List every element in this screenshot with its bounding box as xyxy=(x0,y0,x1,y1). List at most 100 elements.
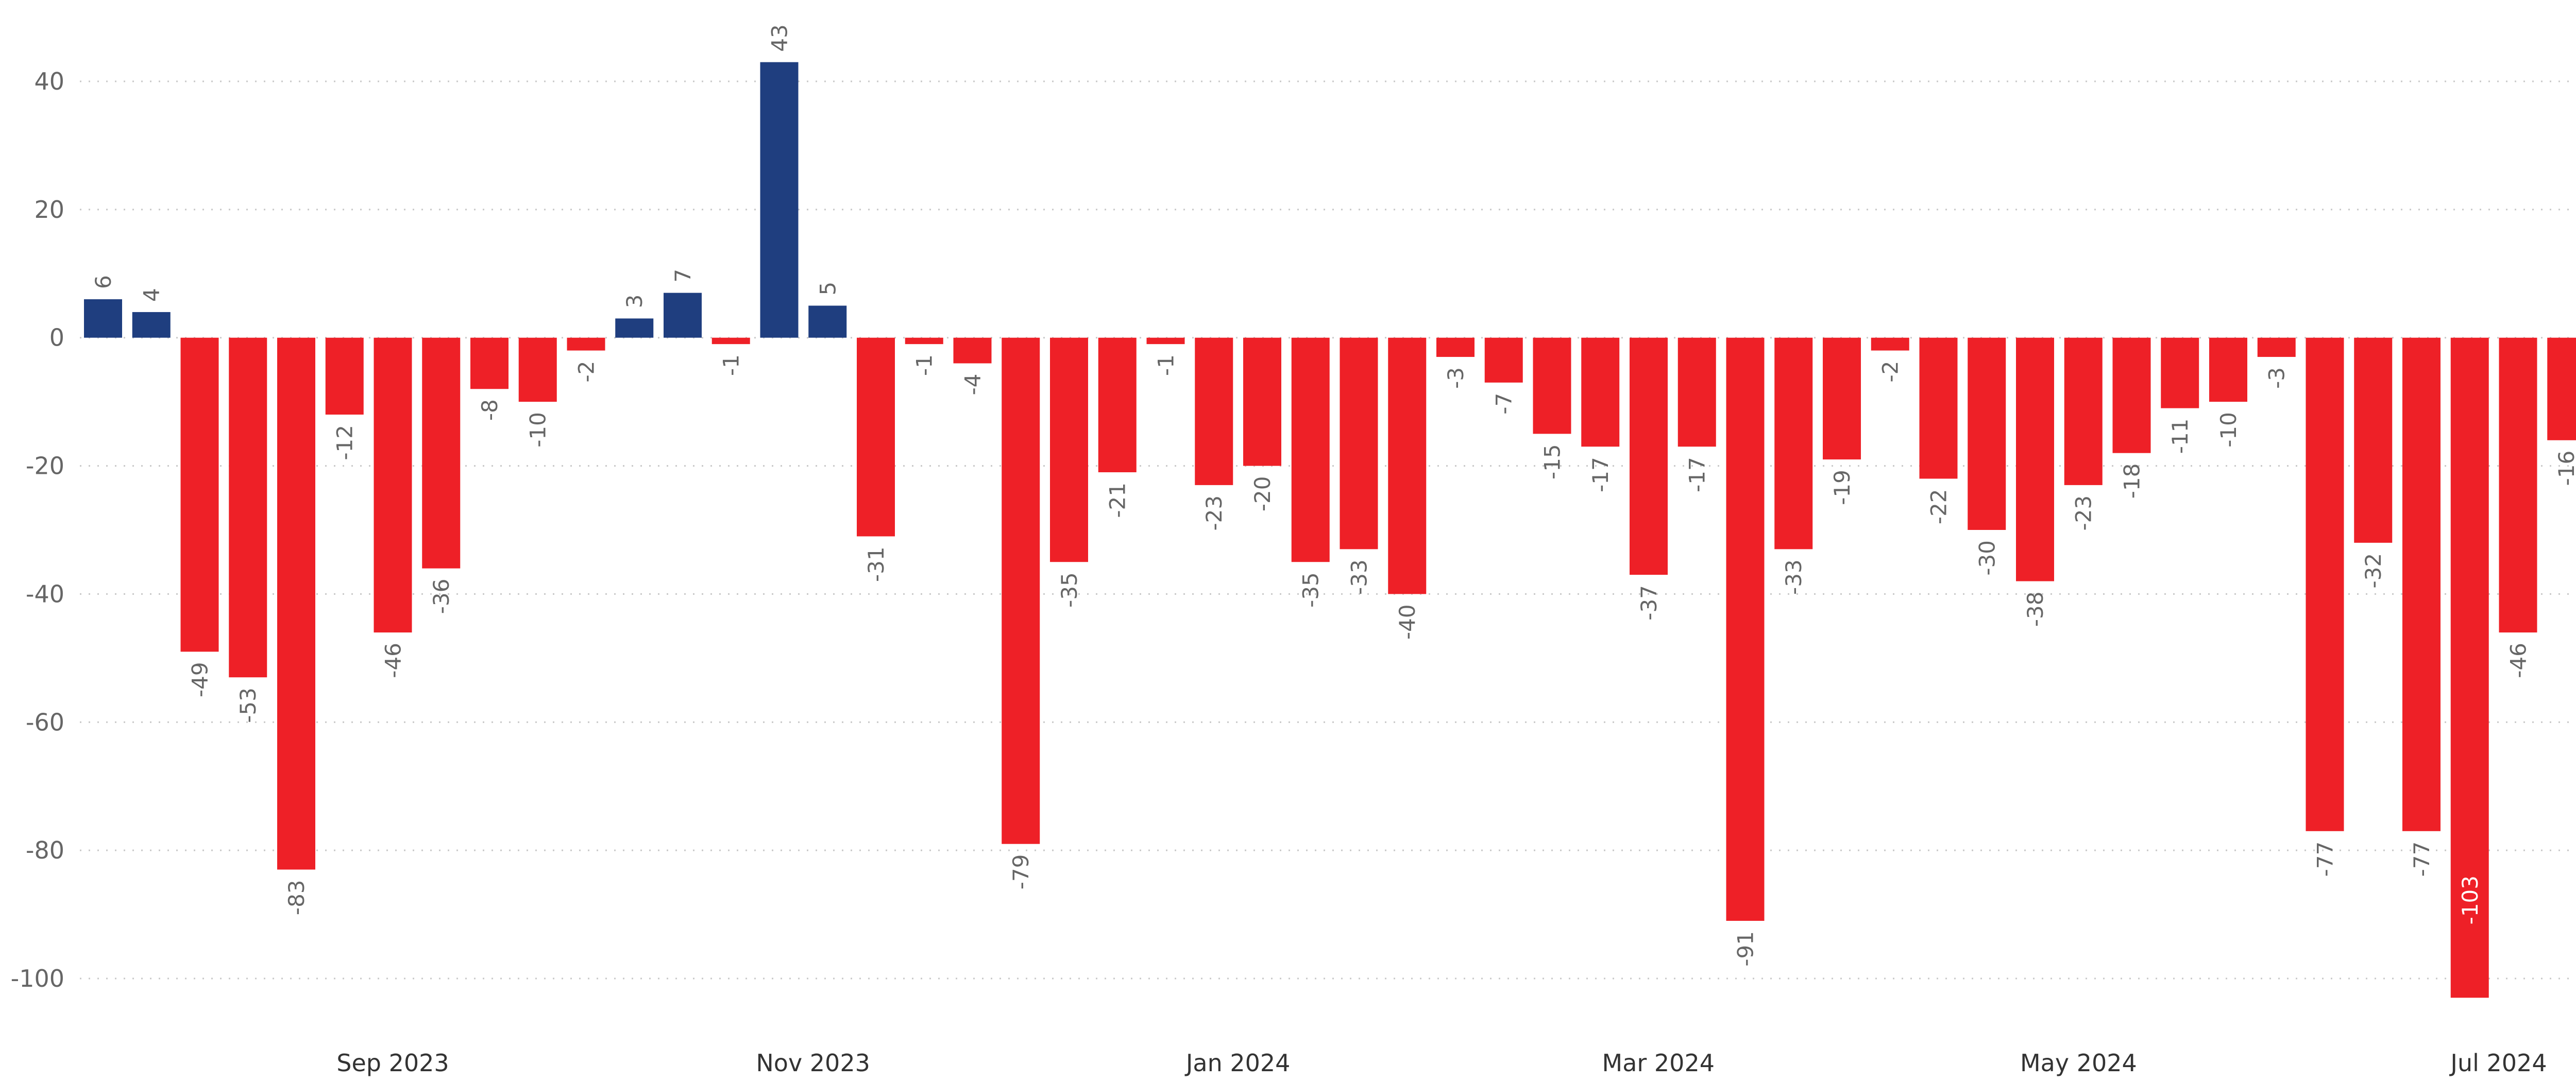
data-label: -77 xyxy=(2313,842,2338,877)
bar xyxy=(229,337,267,678)
bar xyxy=(1098,337,1137,473)
bar xyxy=(132,312,171,338)
data-label: -15 xyxy=(1540,444,1565,479)
data-label: -40 xyxy=(1395,604,1420,640)
data-label: -79 xyxy=(1008,854,1033,890)
data-label: -21 xyxy=(1105,483,1130,518)
data-label: -30 xyxy=(1974,540,1999,576)
data-label: -17 xyxy=(1588,457,1613,492)
data-label: -38 xyxy=(2023,592,2048,627)
bar xyxy=(2306,337,2344,831)
bar xyxy=(1002,337,1040,844)
bar xyxy=(2209,337,2247,402)
bar xyxy=(470,337,509,389)
bar xyxy=(1436,337,1475,357)
data-label: -53 xyxy=(235,688,261,723)
bar xyxy=(374,337,412,633)
bar xyxy=(808,305,847,338)
bar xyxy=(905,337,943,345)
data-label: -12 xyxy=(332,425,358,460)
bar xyxy=(2450,337,2489,998)
x-tick-label: Jul 2024 xyxy=(2449,1049,2547,1077)
data-label: -22 xyxy=(1926,489,1952,524)
data-label: -35 xyxy=(1298,572,1324,608)
bar xyxy=(2064,337,2103,485)
y-tick-label: -80 xyxy=(26,836,64,864)
data-label: -1 xyxy=(1154,354,1179,376)
data-label: -77 xyxy=(2409,842,2434,877)
bar xyxy=(2547,337,2576,440)
bar xyxy=(1146,337,1185,345)
bar xyxy=(857,337,895,537)
data-label: -1 xyxy=(912,354,937,376)
y-tick-label: 0 xyxy=(49,324,64,352)
data-label: 43 xyxy=(767,24,792,52)
data-label: -18 xyxy=(2120,464,2145,499)
bar xyxy=(2354,337,2393,543)
data-label: -1 xyxy=(719,354,744,376)
bar xyxy=(664,293,702,338)
data-label: -103 xyxy=(2458,876,2483,924)
data-label: -35 xyxy=(1057,572,1082,608)
bar xyxy=(1919,337,1958,479)
bar xyxy=(1291,337,1330,562)
bar xyxy=(1050,337,1088,562)
bar xyxy=(2112,337,2151,453)
data-label: 7 xyxy=(670,269,696,283)
bar xyxy=(325,337,364,415)
bar xyxy=(711,337,750,345)
bar xyxy=(1823,337,1861,460)
data-label: -19 xyxy=(1829,470,1855,505)
data-label: -36 xyxy=(429,579,454,614)
data-label: -3 xyxy=(1443,367,1468,389)
data-labels: 64-49-53-83-12-46-36-8-10-237-1435-31-1-… xyxy=(91,24,2576,966)
y-tick-label: 20 xyxy=(34,196,64,224)
data-label: -91 xyxy=(1733,931,1758,967)
data-label: -11 xyxy=(2167,419,2193,454)
x-tick-label: May 2024 xyxy=(2020,1049,2137,1077)
bar xyxy=(1484,337,1523,383)
data-label: -10 xyxy=(2216,412,2241,448)
data-label: -49 xyxy=(188,662,213,697)
y-tick-label: -20 xyxy=(26,452,64,480)
bar xyxy=(1581,337,1620,447)
bar xyxy=(422,337,461,569)
data-label: 6 xyxy=(91,275,116,289)
bar xyxy=(1388,337,1427,594)
bar xyxy=(1195,337,1233,485)
bar xyxy=(1871,337,1909,351)
data-label: -10 xyxy=(526,412,551,448)
bar xyxy=(277,337,315,870)
bar xyxy=(1243,337,1281,466)
bar xyxy=(1726,337,1765,921)
bars xyxy=(84,62,2576,998)
y-tick-label: 40 xyxy=(34,67,64,95)
bar xyxy=(567,337,605,351)
bar xyxy=(2402,337,2441,831)
data-label: -7 xyxy=(1492,393,1517,415)
x-axis-ticks: Sep 2023 Nov 2023 Jan 2024 Mar 2024 May 2024… xyxy=(336,1049,2547,1077)
bar xyxy=(1677,337,1716,447)
data-label: -2 xyxy=(574,361,599,383)
bar xyxy=(2499,337,2537,633)
x-tick-label: Mar 2024 xyxy=(1602,1049,1715,1077)
y-tick-label: -60 xyxy=(26,708,64,736)
data-label: -33 xyxy=(1347,559,1372,595)
bar xyxy=(1533,337,1571,434)
data-label: -23 xyxy=(2071,495,2096,531)
data-label: -46 xyxy=(2506,643,2531,678)
x-tick-label: Jan 2024 xyxy=(1184,1049,1291,1077)
bar xyxy=(615,318,654,338)
data-label: -32 xyxy=(2361,553,2386,589)
data-label: -16 xyxy=(2554,451,2576,486)
bar xyxy=(518,337,557,402)
data-label: -20 xyxy=(1250,476,1275,512)
data-label: 4 xyxy=(139,288,164,302)
data-label: -2 xyxy=(1878,361,1903,383)
data-label: 5 xyxy=(815,282,840,296)
data-label: 3 xyxy=(622,295,647,308)
y-axis-ticks: 40 20 0 -20 -40 -60 -80 -100 xyxy=(11,67,64,992)
y-tick-label: -100 xyxy=(11,965,64,992)
bar xyxy=(1968,337,2006,530)
